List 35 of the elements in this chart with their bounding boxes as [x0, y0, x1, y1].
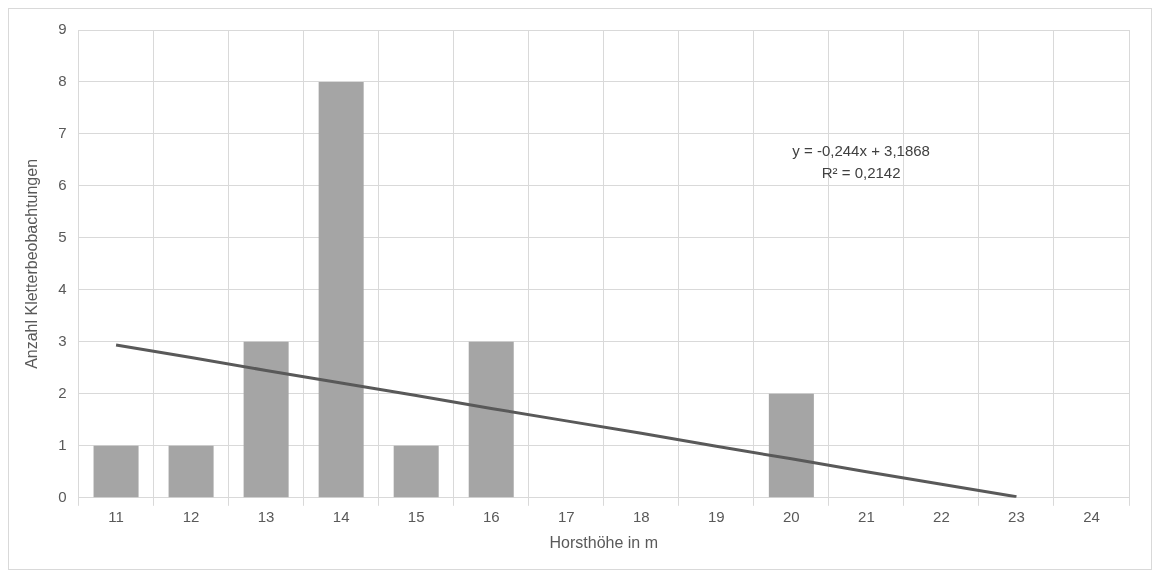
y-tick-label: 1 [58, 435, 67, 453]
y-tick-label: 5 [58, 228, 67, 246]
y-tick-label: 7 [58, 124, 67, 142]
bar [168, 445, 214, 498]
x-tick-label: 24 [1083, 507, 1100, 525]
y-tick-label: 3 [58, 332, 67, 350]
x-tick-label: 11 [108, 507, 124, 525]
bar [243, 341, 289, 498]
x-tick-label: 15 [407, 507, 425, 525]
y-tick-label: 8 [58, 72, 67, 90]
x-tick-label: 16 [482, 507, 500, 525]
x-axis-title: Horsthöhe in m [549, 533, 659, 551]
x-tick-label: 22 [933, 507, 950, 525]
x-tick-label: 14 [332, 507, 350, 525]
x-tick-label: 23 [1008, 507, 1025, 525]
x-tick-label: 20 [783, 507, 800, 525]
y-axis-title: Anzahl Kletterbeobachtungen [23, 158, 41, 369]
bar [318, 81, 364, 498]
x-tick-label: 12 [182, 507, 200, 525]
bar [93, 445, 139, 498]
x-tick-label: 19 [707, 507, 725, 525]
x-tick-label: 13 [257, 507, 275, 525]
y-tick-label: 0 [58, 487, 67, 505]
x-tick-label: 18 [632, 507, 650, 525]
bar [468, 341, 514, 498]
y-tick-label: 9 [58, 20, 67, 38]
bar [768, 393, 814, 498]
y-tick-label: 4 [58, 280, 67, 298]
annotation: y = -0,244x + 3,1868 [792, 142, 930, 160]
x-tick-label: 17 [557, 507, 575, 525]
y-tick-label: 2 [58, 383, 67, 401]
y-tick-label: 6 [58, 176, 67, 194]
x-tick-label: 21 [858, 507, 875, 525]
bar [393, 445, 439, 498]
annotation: R² = 0,2142 [821, 164, 901, 182]
